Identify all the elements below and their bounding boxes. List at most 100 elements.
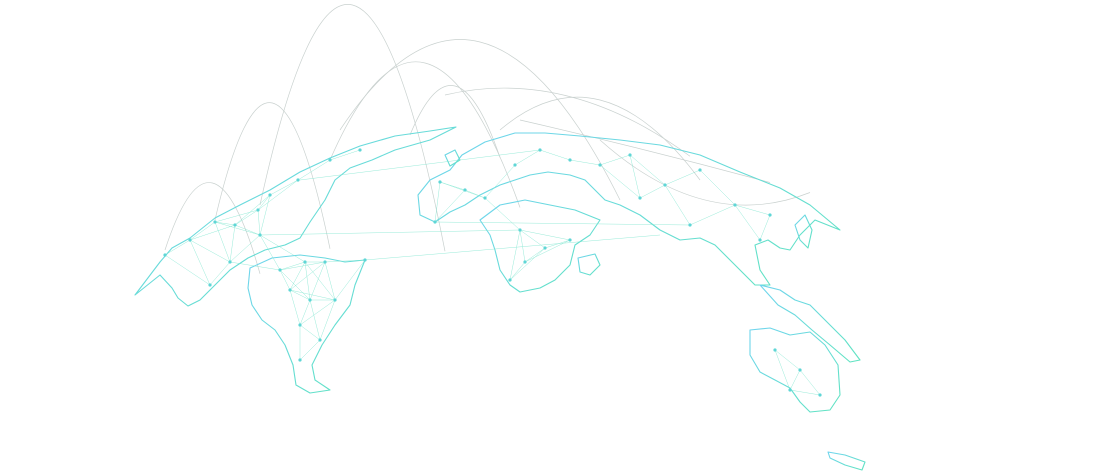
network-node: [568, 238, 572, 242]
network-node: [208, 283, 212, 287]
network-link: [734, 204, 761, 241]
network-link: [664, 184, 691, 226]
network-link: [257, 194, 271, 211]
network-link: [509, 261, 526, 281]
network-node: [328, 158, 332, 162]
network-lines: [164, 149, 821, 396]
north-america: [134, 126, 457, 307]
network-node: [638, 196, 642, 200]
network-link: [304, 261, 336, 301]
network-node: [758, 238, 762, 242]
network-node: [513, 163, 517, 167]
network-link: [689, 204, 736, 226]
network-link: [434, 181, 441, 223]
network-node: [483, 196, 487, 200]
japan: [794, 214, 813, 249]
network-link: [164, 254, 211, 286]
europe-asia: [417, 132, 841, 286]
flight-arc: [444, 87, 691, 157]
network-link: [434, 189, 466, 223]
network-link: [324, 261, 336, 301]
continents: [134, 126, 866, 471]
network-link: [299, 149, 541, 181]
network-link: [259, 194, 271, 236]
network-link: [299, 339, 321, 361]
network-link: [259, 234, 281, 271]
network-link: [509, 229, 521, 281]
network-link: [514, 149, 541, 166]
network-node: [188, 238, 192, 242]
network-link: [329, 149, 361, 161]
network-node: [508, 278, 512, 282]
flight-arc: [329, 61, 521, 208]
network-link: [324, 259, 366, 263]
network-node: [438, 180, 442, 184]
network-link: [189, 239, 211, 286]
network-node: [598, 163, 602, 167]
southeast-asia-islands: [759, 284, 861, 363]
network-link: [279, 261, 326, 271]
network-link: [434, 221, 691, 226]
network-link: [234, 209, 259, 226]
network-node: [628, 153, 632, 157]
network-link: [759, 214, 771, 241]
network-link: [664, 169, 701, 186]
network-link: [234, 194, 271, 226]
network-link: [629, 154, 666, 186]
network-node: [798, 368, 802, 372]
network-node: [433, 220, 437, 224]
network-link: [234, 224, 261, 236]
africa: [479, 199, 601, 293]
network-link: [214, 221, 236, 226]
network-link: [214, 209, 259, 223]
network-link: [334, 259, 366, 301]
network-link: [599, 164, 641, 199]
network-node: [518, 228, 522, 232]
network-link: [189, 224, 236, 241]
network-node: [538, 148, 542, 152]
network-link: [279, 269, 311, 301]
network-link: [299, 324, 321, 341]
network-link: [279, 261, 306, 271]
network-node: [228, 260, 232, 264]
flight-arc: [214, 102, 331, 249]
network-link: [164, 239, 191, 256]
network-node: [323, 260, 327, 264]
network-node: [163, 253, 167, 257]
network-link: [297, 159, 331, 181]
new-zealand: [827, 451, 866, 471]
network-link: [484, 197, 521, 231]
network-link: [269, 179, 299, 196]
network-link: [599, 154, 631, 166]
network-link: [189, 239, 231, 263]
flight-arc: [409, 85, 501, 158]
network-node: [288, 288, 292, 292]
network-link: [509, 247, 546, 281]
network-link: [299, 299, 336, 326]
network-node: [698, 168, 702, 172]
flight-arcs: [164, 4, 811, 274]
network-node: [233, 223, 237, 227]
network-link: [484, 164, 516, 199]
network-node: [543, 246, 547, 250]
network-node: [308, 298, 312, 302]
network-node: [768, 213, 772, 217]
network-link: [789, 369, 801, 391]
network-link: [229, 224, 236, 263]
network-node: [318, 338, 322, 342]
network-link: [774, 349, 791, 391]
network-link: [309, 299, 321, 341]
network-node: [298, 323, 302, 327]
network-link: [639, 184, 666, 199]
network-link: [289, 261, 306, 291]
network-link: [789, 389, 821, 396]
network-node: [333, 298, 337, 302]
network-link: [309, 261, 326, 301]
network-link: [319, 299, 336, 341]
network-node: [296, 178, 300, 182]
network-node: [523, 260, 527, 264]
flight-arc: [599, 139, 811, 206]
network-link: [524, 239, 571, 263]
network-node: [788, 388, 792, 392]
